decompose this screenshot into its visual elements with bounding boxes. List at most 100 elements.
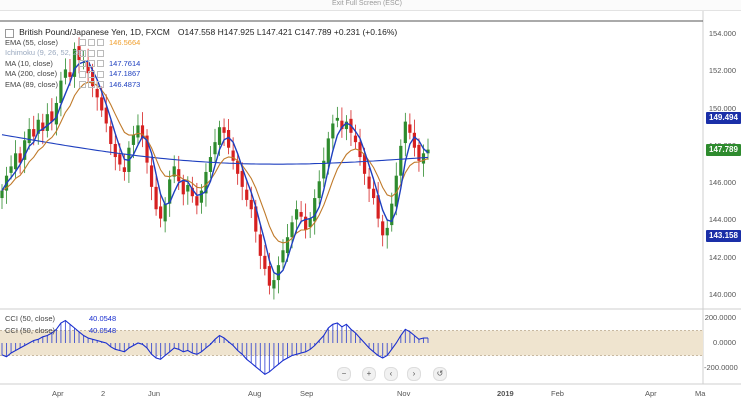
candle-body (145, 135, 149, 163)
time-tick-label: Feb (551, 389, 564, 398)
candle-body (358, 142, 362, 158)
settings-icon[interactable] (88, 39, 95, 47)
ohlc-values: O147.558 H147.925 L147.421 C147.789 +0.2… (177, 27, 398, 37)
cci-tick-label: -200.0000 (704, 363, 738, 372)
candle-body (317, 181, 321, 199)
candle-body (267, 266, 271, 286)
time-tick-label: Apr (645, 389, 657, 398)
indicator-row[interactable]: EMA (89, close) 146.4873 (5, 80, 397, 91)
candle-body (417, 144, 421, 161)
candle-body (54, 102, 58, 125)
candle-body (263, 255, 267, 269)
settings-icon[interactable] (88, 81, 95, 89)
price-label-badge: 143.158 (706, 230, 741, 243)
close-icon[interactable] (97, 39, 104, 47)
eye-icon[interactable] (79, 60, 86, 68)
candle-body (285, 237, 290, 254)
candle-body (272, 280, 276, 289)
indicator-row[interactable]: MA (10, close) 147.7614 (5, 59, 397, 70)
candle-body (208, 157, 213, 172)
scroll-right-button[interactable]: › (407, 367, 421, 381)
candle-body (18, 153, 22, 163)
eye-icon[interactable] (79, 70, 86, 78)
close-icon[interactable] (97, 70, 104, 78)
candle-body (326, 138, 330, 164)
time-tick-label: Apr (52, 389, 64, 398)
candle-body (222, 127, 226, 133)
candle-body (149, 165, 154, 187)
indicator-name: EMA (89, close) (5, 79, 58, 89)
reset-chart-button[interactable]: ↺ (433, 367, 447, 381)
candle-body (304, 216, 308, 230)
indicator-row[interactable]: MA (200, close) 147.1867 (5, 69, 397, 80)
candle-body (412, 132, 417, 148)
candle-body (249, 199, 253, 210)
exit-full-screen-button[interactable]: Exit Full Screen (ESC) (332, 0, 403, 7)
top-bar: Exit Full Screen (ESC) (0, 0, 741, 11)
candle-body (45, 114, 49, 131)
eye-icon[interactable] (79, 49, 86, 57)
candle-body (258, 234, 262, 256)
candle-body (362, 154, 367, 174)
collapse-icon[interactable] (5, 28, 14, 38)
candle-body (172, 166, 176, 177)
settings-icon[interactable] (88, 49, 95, 57)
candle-body (122, 167, 126, 172)
price-tick-label: 146.000 (708, 178, 736, 188)
candle-body (109, 126, 113, 144)
close-icon[interactable] (97, 49, 104, 57)
cci-legend-row[interactable]: CCI (50, close) 40.0548 (5, 314, 116, 323)
candle-body (322, 160, 326, 179)
candle-body (63, 69, 68, 78)
candle-body (27, 129, 31, 144)
candle-body (168, 179, 172, 204)
candle-body (372, 188, 376, 199)
candles (0, 37, 430, 300)
indicator-row[interactable]: EMA (55, close) 146.5664 (5, 38, 397, 49)
candle-body (86, 61, 90, 74)
candle-body (104, 107, 108, 124)
cci-legend-name: CCI (50, close) (5, 314, 56, 323)
time-tick-label: 2 (101, 389, 106, 398)
candle-body (381, 221, 385, 236)
candle-body (186, 185, 190, 192)
indicator-name: MA (200, close) (5, 69, 58, 78)
eye-icon[interactable] (79, 39, 86, 47)
candle-body (390, 203, 394, 226)
zoom-in-button[interactable]: + (362, 367, 376, 381)
indicator-legend: British Pound/Japanese Yen, 1D, FXCM O14… (5, 27, 397, 90)
candle-body (426, 149, 430, 154)
candle-body (394, 175, 398, 207)
candle-body (408, 124, 412, 133)
cci-legend-row[interactable]: CCI (50, close) 40.0548 (5, 326, 116, 335)
candle-body (113, 143, 117, 158)
price-label-badge: 147.789 (706, 143, 741, 156)
close-icon[interactable] (97, 81, 104, 89)
cci-tick-label: 0.0000 (713, 338, 736, 347)
candle-body (50, 111, 54, 122)
candle-body (276, 265, 281, 281)
ma10-line (1, 60, 429, 276)
candle-body (163, 203, 167, 222)
time-tick-label: Jun (148, 389, 161, 398)
eye-icon[interactable] (79, 81, 86, 89)
candle-body (41, 122, 45, 131)
candle-body (190, 187, 194, 197)
candle-body (308, 218, 312, 227)
scroll-left-button[interactable]: ‹ (384, 367, 398, 381)
candle-body (140, 125, 145, 139)
zoom-out-button[interactable]: − (337, 367, 351, 381)
settings-icon[interactable] (88, 70, 95, 78)
settings-icon[interactable] (88, 60, 95, 68)
close-icon[interactable] (97, 60, 104, 68)
candle-body (217, 127, 222, 145)
ma200-line (1, 134, 429, 165)
ema55-line (1, 81, 429, 244)
candle-body (36, 119, 40, 134)
cci-legend-name: CCI (50, close) (5, 326, 56, 335)
candle-body (181, 181, 185, 195)
candle-body (299, 212, 303, 217)
indicator-row[interactable]: Ichimoku (9, 26, 52, 26) (5, 48, 397, 59)
